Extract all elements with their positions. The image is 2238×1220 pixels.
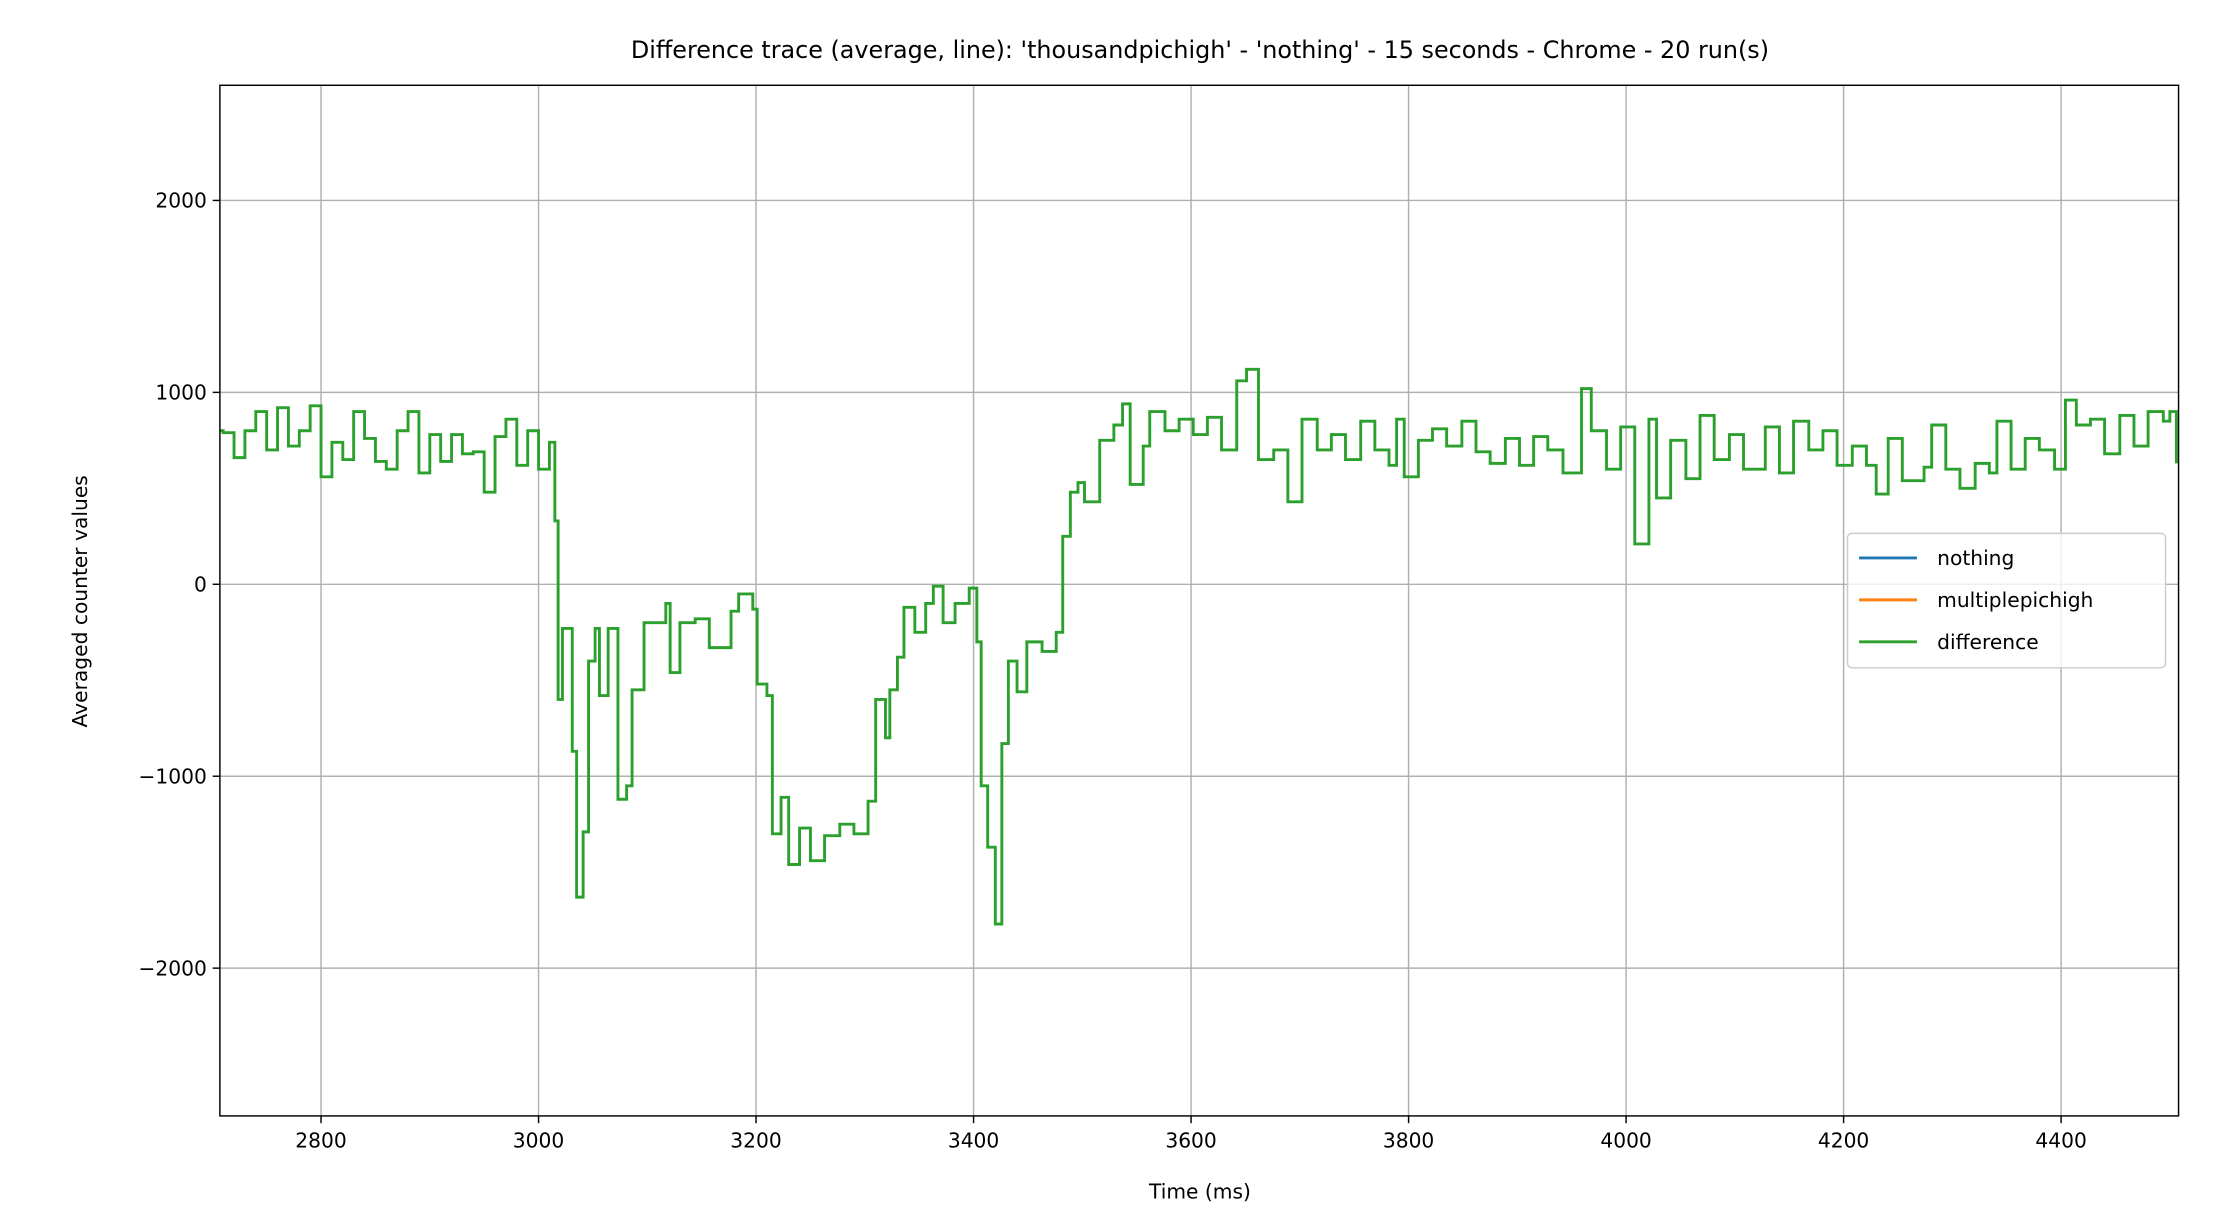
y-tick-label: −2000 [138, 956, 206, 980]
x-tick-label: 4400 [2035, 1129, 2086, 1153]
legend-label: multiplepichigh [1937, 588, 2093, 612]
plot-frame [219, 84, 2180, 1117]
x-axis-label: Time (ms) [1148, 1179, 1251, 1203]
y-axis-label: Averaged counter values [68, 475, 92, 727]
legend-label: difference [1937, 630, 2039, 654]
y-tick-label: 0 [194, 573, 207, 597]
data-line [219, 367, 2178, 926]
x-tick-label: 3600 [1165, 1129, 1216, 1153]
x-tick-label: 2800 [295, 1129, 346, 1153]
y-tick-label: −1000 [138, 764, 206, 788]
legend-box [1846, 532, 2167, 669]
x-tick-label: 3200 [730, 1129, 781, 1153]
y-tick-label: 2000 [155, 189, 206, 213]
x-tick-label: 4200 [1818, 1129, 1869, 1153]
legend-label: nothing [1937, 546, 2014, 570]
chart-title: Difference trace (average, line): 'thous… [631, 36, 1769, 64]
x-tick-label: 3000 [513, 1129, 564, 1153]
y-tick-label: 1000 [155, 381, 206, 405]
x-tick-label: 4000 [1600, 1129, 1651, 1153]
x-tick-label: 3400 [948, 1129, 999, 1153]
x-tick-label: 3800 [1383, 1129, 1434, 1153]
